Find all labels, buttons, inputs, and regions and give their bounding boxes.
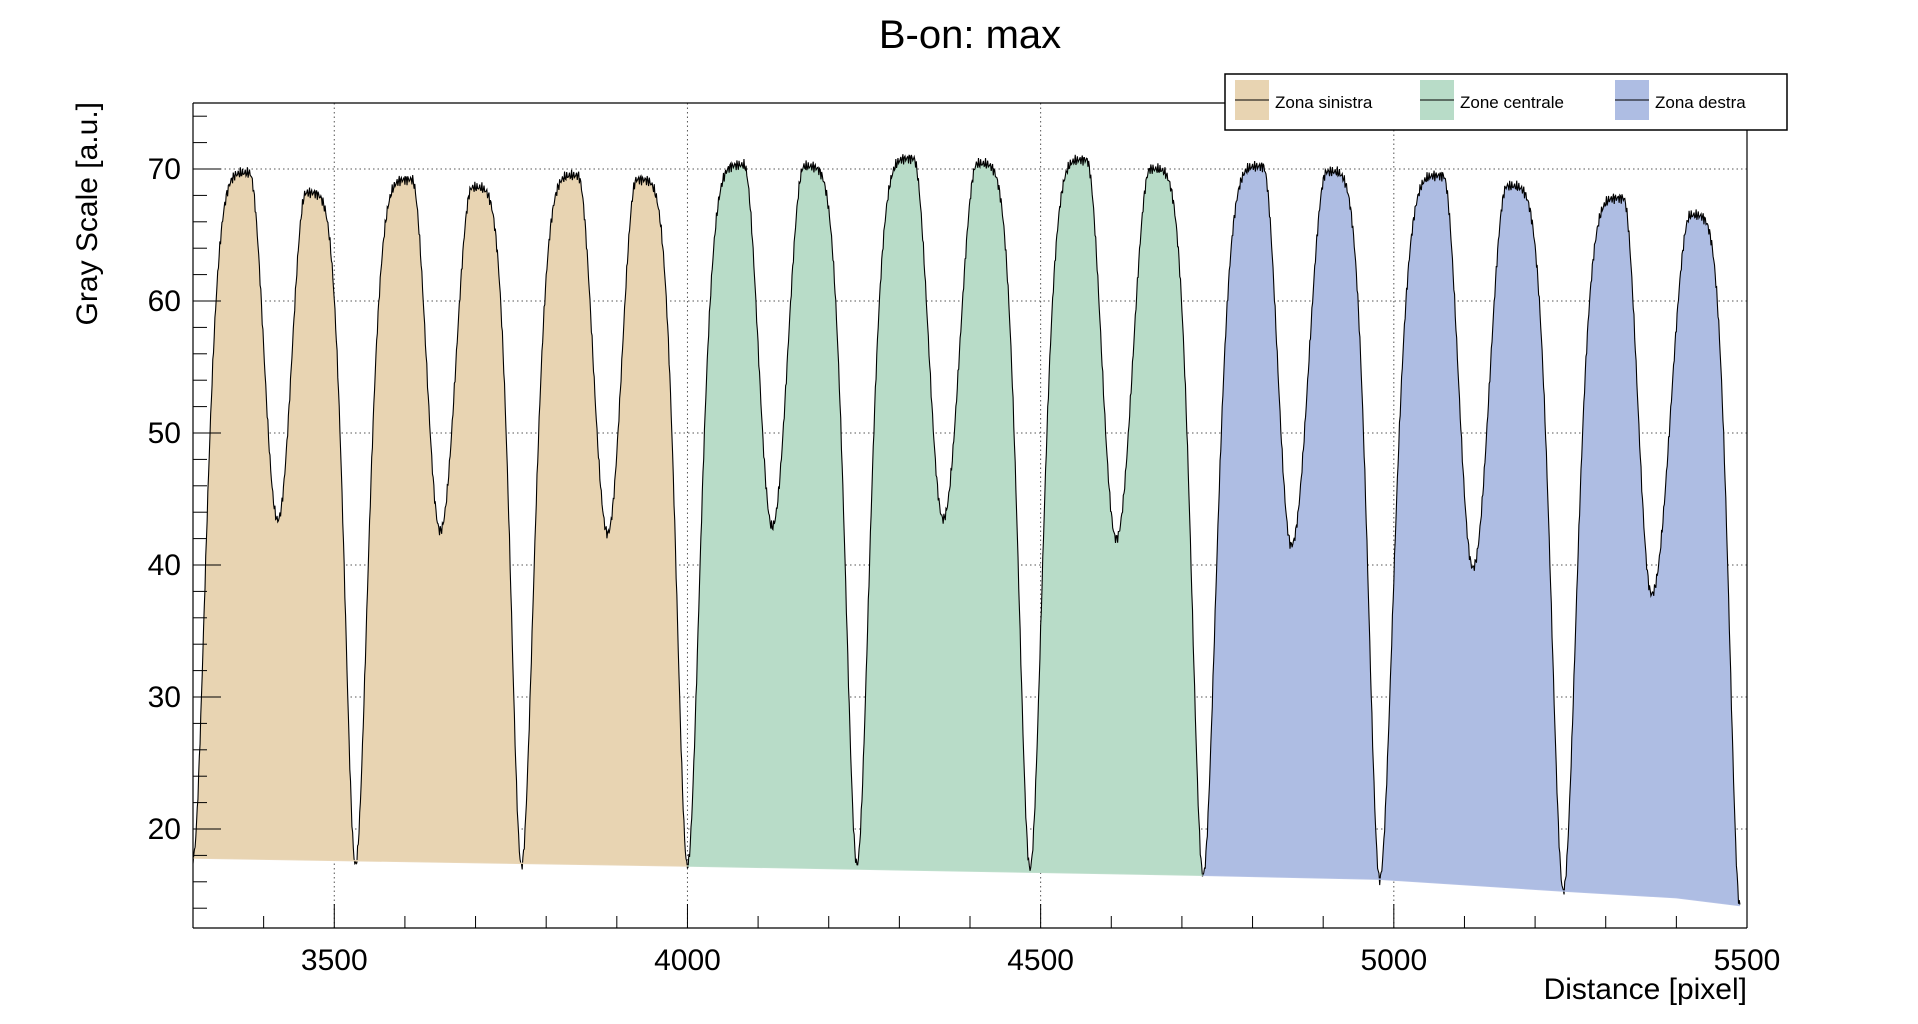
x-axis-label: Distance [pixel] (1544, 973, 1747, 1006)
baseline-line-3 (1203, 874, 1741, 907)
y-tick-label: 60 (148, 285, 181, 318)
chart-title: B-on: max (879, 13, 1061, 57)
x-tick-label: 5500 (1714, 944, 1781, 977)
baseline-line-2 (687, 865, 1204, 876)
y-tick-label: 30 (148, 681, 181, 714)
series-line-3 (1202, 160, 1741, 905)
x-tick-label: 4500 (1007, 944, 1074, 977)
legend-label-2: Zone centrale (1460, 93, 1564, 112)
legend-label-1: Zona sinistra (1275, 93, 1373, 112)
legend: Zona sinistra Zone centrale Zona destra (1224, 73, 1788, 131)
x-tick-label: 4000 (654, 944, 721, 977)
area-fill-1 (193, 167, 688, 870)
series-line-2 (686, 154, 1204, 877)
y-axis-label: Gray Scale [a.u.] (71, 102, 104, 325)
y-tick-label: 40 (148, 549, 181, 582)
series-line-1 (192, 167, 688, 870)
baseline-line-1 (192, 857, 688, 867)
area-fill-3 (1203, 161, 1740, 906)
legend-items: Zona sinistra Zone centrale Zona destra (1235, 80, 1746, 120)
legend-box (1224, 73, 1788, 131)
y-tick-label: 20 (148, 813, 181, 846)
y-tick-label: 50 (148, 417, 181, 450)
area-fill-2 (687, 154, 1204, 876)
y-tick-label: 70 (148, 153, 181, 186)
x-tick-label: 3500 (301, 944, 368, 977)
area-fills (193, 154, 1740, 906)
profile-lines (192, 154, 1741, 907)
legend-label-3: Zona destra (1655, 93, 1746, 112)
x-tick-label: 5000 (1360, 944, 1427, 977)
